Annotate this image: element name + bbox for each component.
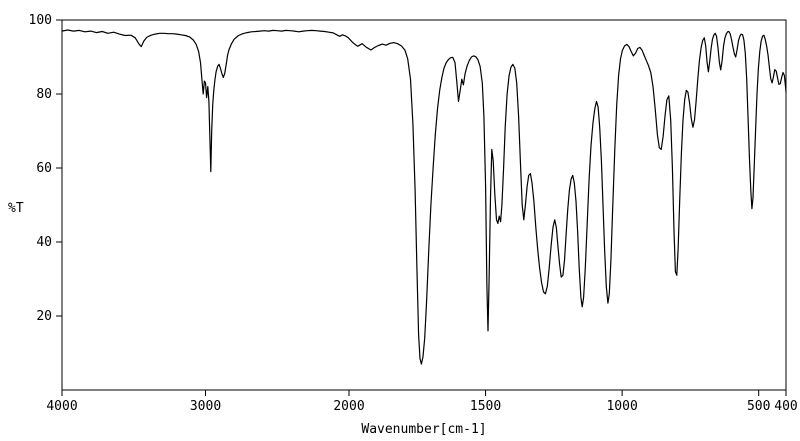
x-tick-label: 400 <box>774 399 797 414</box>
x-tick-label: 1500 <box>470 399 501 414</box>
spectrum-line <box>61 29 787 365</box>
plot-frame <box>61 19 787 391</box>
x-tick-label: 2000 <box>333 399 364 414</box>
x-tick-label: 4000 <box>46 399 77 414</box>
y-tick-label: 20 <box>36 309 52 324</box>
y-tick-label: 100 <box>29 13 52 28</box>
x-axis-label: Wavenumber[cm-1] <box>361 422 487 437</box>
y-tick-label: 40 <box>36 235 52 250</box>
x-tick-label: 500 <box>747 399 770 414</box>
y-tick-label: 60 <box>36 161 52 176</box>
y-tick-label: 80 <box>36 87 52 102</box>
x-tick-label: 3000 <box>190 399 221 414</box>
y-axis-label: %T <box>8 201 24 216</box>
x-tick-label: 1000 <box>606 399 637 414</box>
